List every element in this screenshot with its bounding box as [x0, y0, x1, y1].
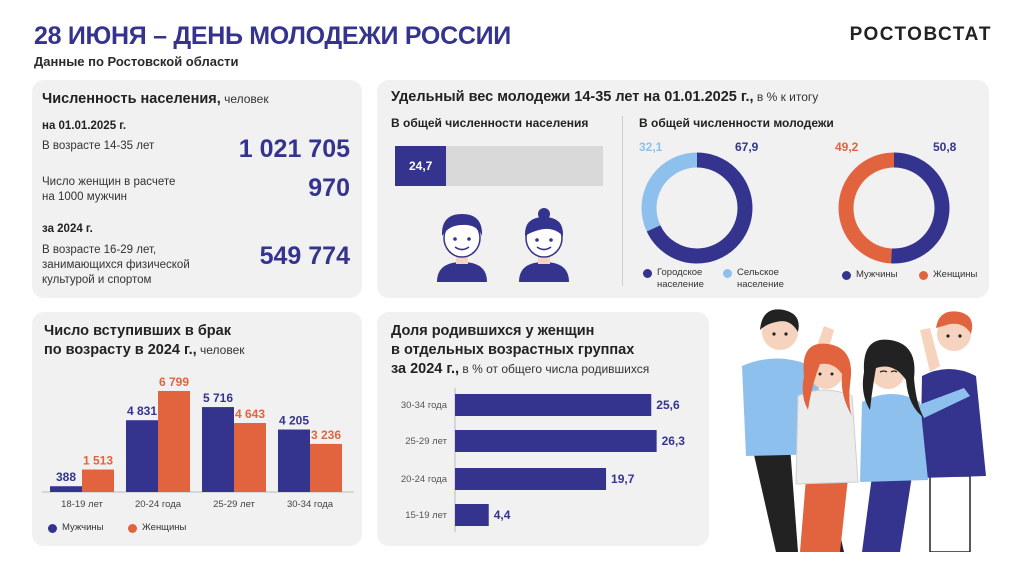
marriages-title: Число вступивших в брак по возрасту в 20… — [44, 323, 245, 358]
donut1-urban-label: 67,9 — [735, 140, 759, 154]
donut2-men-label: 50,8 — [933, 140, 957, 154]
donut2-men-segment — [838, 152, 950, 264]
legend-men-label: Мужчины — [856, 269, 898, 280]
births-bar-chart: 30-34 года 25,6 25-29 лет 26,3 20-24 года 19,… — [401, 388, 686, 532]
births-title: Доля родившихся у женщин в отдельных воз… — [391, 323, 650, 377]
donut1-urban-segment — [641, 152, 753, 264]
legend-rural-label: Сельское население — [737, 267, 784, 290]
marriages-value-label: 4 831 — [127, 404, 157, 418]
male-avatar-icon — [437, 214, 487, 282]
births-value-label: 19,7 — [611, 472, 635, 486]
col2-title: В общей численности молодежи — [639, 116, 834, 130]
marriages-bar-women — [158, 390, 190, 492]
divider — [622, 116, 623, 286]
marriages-legend-men-dot — [48, 524, 57, 533]
marriages-category-label: 20-24 года — [135, 499, 182, 510]
births-bar — [455, 504, 489, 526]
rosstat-logo: РОСТОВСТАТ — [849, 24, 992, 45]
marriages-value-label: 1 513 — [83, 454, 113, 468]
population-row3-value: 549 774 — [259, 242, 350, 270]
marriages-bar-men — [126, 420, 158, 492]
marriages-value-label: 4 643 — [235, 407, 265, 421]
marriages-value-label: 6 799 — [159, 375, 189, 389]
donut1-rural-label: 32,1 — [639, 140, 663, 154]
population-row2-value: 970 — [308, 174, 350, 202]
legend-urban-dot — [643, 269, 652, 278]
donut2-gender — [838, 152, 950, 264]
births-value-label: 4,4 — [494, 508, 511, 522]
marriages-bar-men — [278, 429, 310, 492]
legend-men-dot — [842, 271, 851, 280]
births-value-label: 25,6 — [656, 398, 680, 412]
marriages-bar-chart: 388 1 513 18-19 лет 4 831 6 799 20-24 года 5 7… — [42, 375, 354, 510]
marriages-value-label: 4 205 — [279, 414, 309, 428]
marriages-legend-women-label: Женщины — [142, 522, 187, 533]
marriages-legend-men-label: Мужчины — [62, 522, 104, 533]
youth-group-illustration — [742, 309, 986, 552]
population-title: Численность населения, человек — [42, 91, 269, 107]
page-subtitle: Данные по Ростовской области — [34, 54, 239, 69]
youth-share-panel: Удельный вес молодежи 14-35 лет на 01.01… — [377, 80, 989, 298]
marriages-category-label: 25-29 лет — [213, 499, 255, 510]
population-panel: Численность населения, человек на 01.01.… — [32, 80, 362, 298]
population-date2: за 2024 г. — [42, 223, 93, 235]
marriages-category-label: 30-34 года — [287, 499, 334, 510]
page-title: 28 ИЮНЯ – ДЕНЬ МОЛОДЕЖИ РОССИИ — [34, 22, 511, 50]
population-date1: на 01.01.2025 г. — [42, 120, 127, 132]
youth-share-title: Удельный вес молодежи 14-35 лет на 01.01… — [391, 89, 819, 105]
births-category-label: 20-24 года — [401, 474, 448, 485]
female-avatar-icon — [519, 208, 569, 282]
marriages-bar-women — [82, 469, 114, 492]
births-bar — [455, 394, 652, 416]
marriages-value-label: 3 236 — [311, 428, 341, 442]
births-category-label: 30-34 года — [401, 400, 448, 411]
woman-left-figure — [795, 343, 859, 552]
births-bar — [455, 468, 607, 490]
population-row1-value: 1 021 705 — [238, 135, 350, 163]
marriages-legend-women-dot — [128, 524, 137, 533]
marriages-value-label: 5 716 — [203, 391, 233, 405]
legend-rural-dot — [723, 269, 732, 278]
births-category-label: 25-29 лет — [405, 436, 447, 447]
births-value-label: 26,3 — [662, 434, 686, 448]
legend-women-label: Женщины — [933, 269, 978, 280]
population-row1-label: В возрасте 14-35 лет — [42, 140, 155, 152]
marriages-bar-men — [50, 486, 82, 492]
share-bar-value: 24,7 — [395, 146, 447, 186]
population-row3-label: В возрасте 16-29 лет, занимающихся физич… — [42, 244, 190, 286]
woman-right-figure — [860, 339, 970, 552]
col1-title: В общей численности населения — [391, 116, 589, 130]
donut2-women-label: 49,2 — [835, 140, 859, 154]
births-category-label: 15-19 лет — [405, 510, 447, 521]
legend-urban-label: Городское население — [657, 267, 704, 290]
marriages-bar-women — [310, 443, 342, 492]
marriages-panel: Число вступивших в брак по возрасту в 20… — [32, 312, 362, 546]
man-right-figure — [920, 311, 986, 552]
marriages-bar-women — [234, 423, 266, 492]
legend-women-dot — [919, 271, 928, 280]
marriages-bar-men — [202, 407, 234, 492]
donut1-urban-rural — [641, 152, 753, 264]
marriages-value-label: 388 — [56, 470, 76, 484]
births-bar — [455, 430, 657, 452]
marriages-category-label: 18-19 лет — [61, 499, 103, 510]
births-panel: Доля родившихся у женщин в отдельных воз… — [377, 312, 709, 546]
population-row2-label: Число женщин в расчете на 1000 мужчин — [42, 176, 176, 203]
